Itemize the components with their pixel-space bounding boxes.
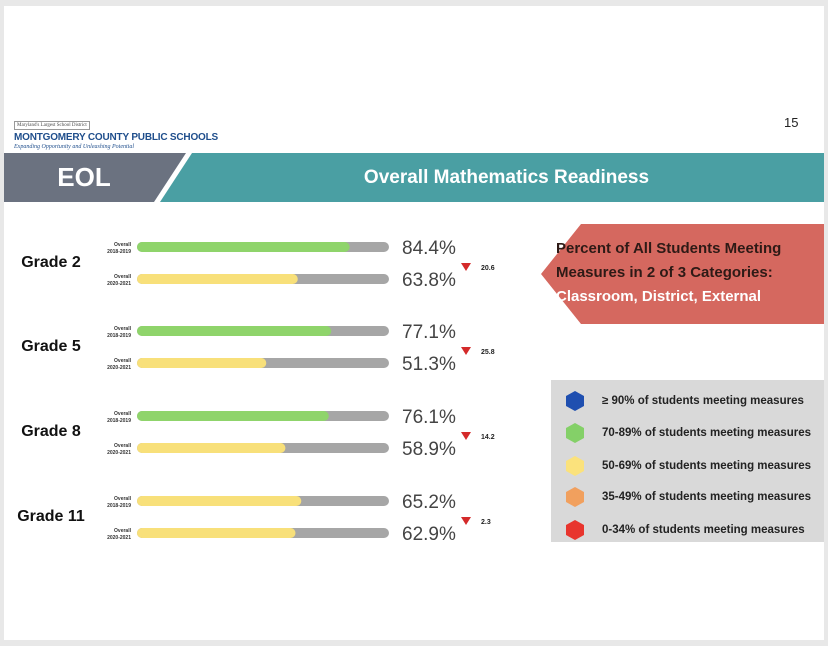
bar-year-label: 2020-2021: [107, 450, 131, 456]
change-label: 20.6: [481, 265, 495, 272]
banner-label: EOL: [57, 162, 111, 192]
callout-line-1: Percent of All Students Meeting: [556, 240, 782, 257]
bar: [137, 358, 267, 368]
bar-value-label: 76.1%: [402, 407, 456, 428]
legend-label: 70-89% of students meeting measures: [602, 427, 811, 439]
grade-label: Grade 5: [21, 338, 81, 355]
bar-series-label: Overall: [114, 496, 132, 502]
bar-series-label: Overall: [114, 242, 132, 248]
bar-value-label: 84.4%: [402, 238, 456, 259]
hexagon-icon: [566, 520, 584, 540]
district-tagline: Maryland's Largest School District: [14, 121, 90, 130]
legend-label: 35-49% of students meeting measures: [602, 491, 811, 503]
bar-year-label: 2018-2019: [107, 333, 131, 339]
change-label: 25.8: [481, 349, 495, 356]
decrease-triangle-icon: [461, 347, 471, 355]
bar-series-label: Overall: [114, 274, 132, 280]
bar-series-label: Overall: [114, 326, 132, 332]
callout-line-3: Classroom, District, External: [556, 288, 762, 305]
bar: [137, 528, 296, 538]
banner-title-bg: [160, 153, 824, 202]
legend-label: 0-34% of students meeting measures: [602, 524, 805, 536]
grade-label: Grade 2: [21, 254, 81, 271]
bar: [137, 496, 302, 506]
bar-year-label: 2020-2021: [107, 365, 131, 371]
legend-item: 70-89% of students meeting measures: [565, 422, 811, 444]
bar-value-label: 62.9%: [402, 524, 456, 545]
legend-item: 0-34% of students meeting measures: [565, 519, 805, 541]
banner-background: [4, 153, 824, 202]
district-slogan: Expanding Opportunity and Unleashing Pot…: [14, 144, 134, 150]
bar-series-label: Overall: [114, 443, 132, 449]
page-number: 15: [784, 115, 799, 130]
change-label: 14.2: [481, 434, 495, 441]
bar-year-label: 2020-2021: [107, 535, 131, 541]
legend-label: 50-69% of students meeting measures: [602, 460, 811, 472]
grade-label: Grade 11: [17, 508, 85, 525]
legend: ≥ 90% of students meeting measures 70-89…: [551, 380, 824, 542]
bar-year-label: 2020-2021: [107, 281, 131, 287]
district-logo: Maryland's Largest School District MONTG…: [14, 113, 218, 151]
bar: [137, 274, 298, 284]
legend-item: ≥ 90% of students meeting measures: [565, 390, 804, 412]
decrease-triangle-icon: [461, 263, 471, 271]
slide: Maryland's Largest School District MONTG…: [4, 6, 824, 640]
callout-line-2: Measures in 2 of 3 Categories:: [556, 264, 773, 281]
decrease-triangle-icon: [461, 517, 471, 525]
bar-year-label: 2018-2019: [107, 418, 131, 424]
bar-series-label: Overall: [114, 358, 132, 364]
callout-shape: [541, 224, 824, 324]
bar-value-label: 77.1%: [402, 322, 456, 343]
bar-value-label: 58.9%: [402, 439, 456, 460]
bar: [137, 242, 350, 252]
bar-value-label: 65.2%: [402, 492, 456, 513]
hexagon-icon: [566, 391, 584, 411]
legend-item: 50-69% of students meeting measures: [565, 455, 811, 477]
legend-label: ≥ 90% of students meeting measures: [602, 395, 804, 407]
bar: [137, 443, 286, 453]
banner-label-bg: [4, 153, 186, 202]
bar-series-label: Overall: [114, 411, 132, 417]
hexagon-icon: [566, 487, 584, 507]
bar-series-label: Overall: [114, 528, 132, 534]
bar-year-label: 2018-2019: [107, 503, 131, 509]
grade-label: Grade 8: [21, 423, 81, 440]
banner-title: Overall Mathematics Readiness: [363, 166, 650, 188]
decrease-triangle-icon: [461, 432, 471, 440]
bar-value-label: 51.3%: [402, 354, 456, 375]
bar-year-label: 2018-2019: [107, 249, 131, 255]
hexagon-icon: [566, 423, 584, 443]
legend-item: 35-49% of students meeting measures: [565, 486, 811, 508]
district-name: MONTGOMERY COUNTY PUBLIC SCHOOLS: [14, 132, 218, 143]
change-label: 2.3: [481, 519, 491, 526]
bar: [137, 326, 332, 336]
bar: [137, 411, 329, 421]
hexagon-icon: [566, 456, 584, 476]
bar-value-label: 63.8%: [402, 270, 456, 291]
callout-text: Percent of All Students Meeting Measures…: [556, 237, 821, 309]
